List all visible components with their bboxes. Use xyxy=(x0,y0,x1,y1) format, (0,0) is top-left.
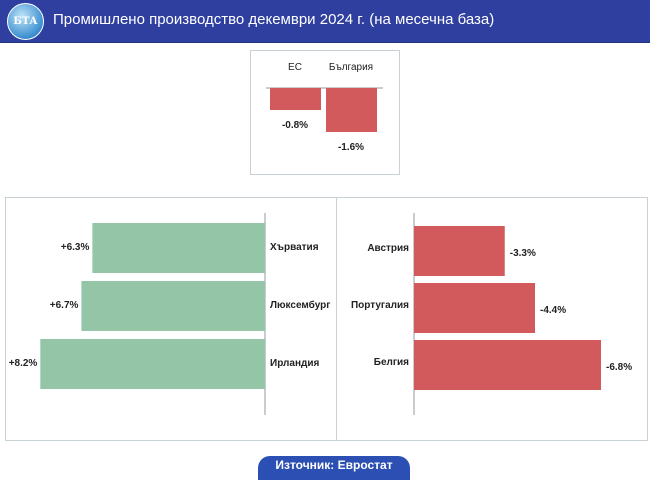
value-label: -6.8% xyxy=(606,362,633,373)
value-label: +6.7% xyxy=(49,300,79,311)
value-label: -1.6% xyxy=(337,142,365,153)
page-title: Промишлено производство декември 2024 г.… xyxy=(53,11,495,28)
bar-2 xyxy=(40,339,265,389)
category-label: Люксембург xyxy=(270,300,331,311)
value-label: -4.4% xyxy=(540,305,567,316)
category-label: България xyxy=(328,62,374,73)
category-label: Португалия xyxy=(350,300,409,311)
bar-0 xyxy=(270,88,321,110)
source-badge: Източник: Евростат xyxy=(258,456,410,480)
value-label: -0.8% xyxy=(281,120,309,131)
category-label: Хърватия xyxy=(270,242,319,253)
category-label: Ирландия xyxy=(270,358,320,369)
bar-1 xyxy=(414,283,535,333)
value-label: +8.2% xyxy=(8,358,38,369)
category-label: ЕС xyxy=(288,62,302,73)
value-label: -3.3% xyxy=(509,248,536,259)
category-label: Австрия xyxy=(367,243,409,254)
value-label: +6.3% xyxy=(60,242,90,253)
bar-0 xyxy=(414,226,505,276)
bar-1 xyxy=(81,281,265,331)
bta-logo: БТА xyxy=(7,3,44,40)
bar-0 xyxy=(92,223,265,273)
bar-2 xyxy=(414,340,601,390)
category-label: Белгия xyxy=(373,357,409,368)
header: БТА Промишлено производство декември 202… xyxy=(0,0,650,43)
bar-1 xyxy=(326,88,377,132)
